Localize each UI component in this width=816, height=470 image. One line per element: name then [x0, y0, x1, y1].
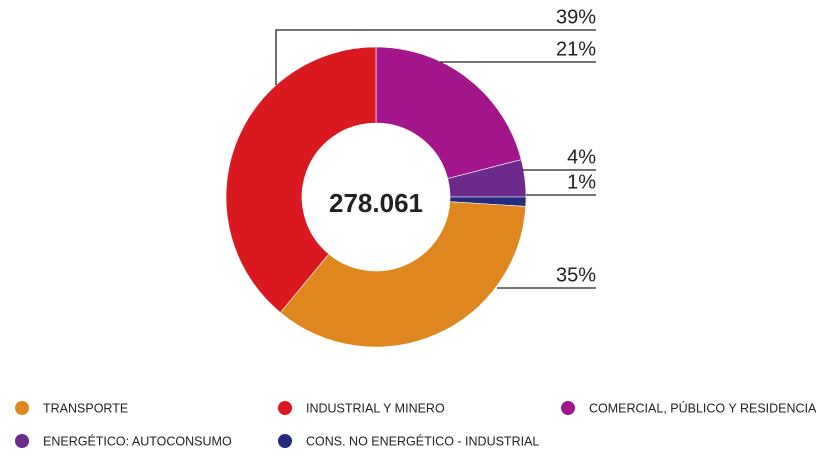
value-label: 21%	[556, 38, 596, 60]
legend: TRANSPORTE INDUSTRIAL Y MINERO COMERCIAL, …	[15, 400, 816, 448]
donut: 21% 4% 1% 35% 39%	[225, 6, 596, 348]
legend-label: CONS. NO ENERGÉTICO - INDUSTRIAL	[306, 433, 539, 448]
legend-swatch	[15, 401, 29, 415]
value-label: 1%	[567, 171, 596, 193]
legend-label: COMERCIAL, PÚBLICO Y RESIDENCIAL	[589, 400, 816, 415]
center-label: 278.061	[329, 188, 423, 218]
donut-slice	[375, 46, 522, 179]
legend-label: ENERGÉTICO: AUTOCONSUMO	[43, 433, 232, 448]
legend-swatch	[278, 434, 292, 448]
legend-label: INDUSTRIAL Y MINERO	[306, 401, 445, 415]
value-label: 35%	[556, 264, 596, 286]
legend-swatch	[15, 434, 29, 448]
donut-slice	[279, 201, 527, 348]
value-label: 39%	[556, 6, 596, 28]
legend-swatch	[561, 401, 575, 415]
legend-swatch	[278, 401, 292, 415]
donut-slice	[225, 46, 377, 313]
value-label: 4%	[567, 146, 596, 168]
legend-label: TRANSPORTE	[43, 401, 128, 415]
leader-line	[275, 29, 596, 85]
